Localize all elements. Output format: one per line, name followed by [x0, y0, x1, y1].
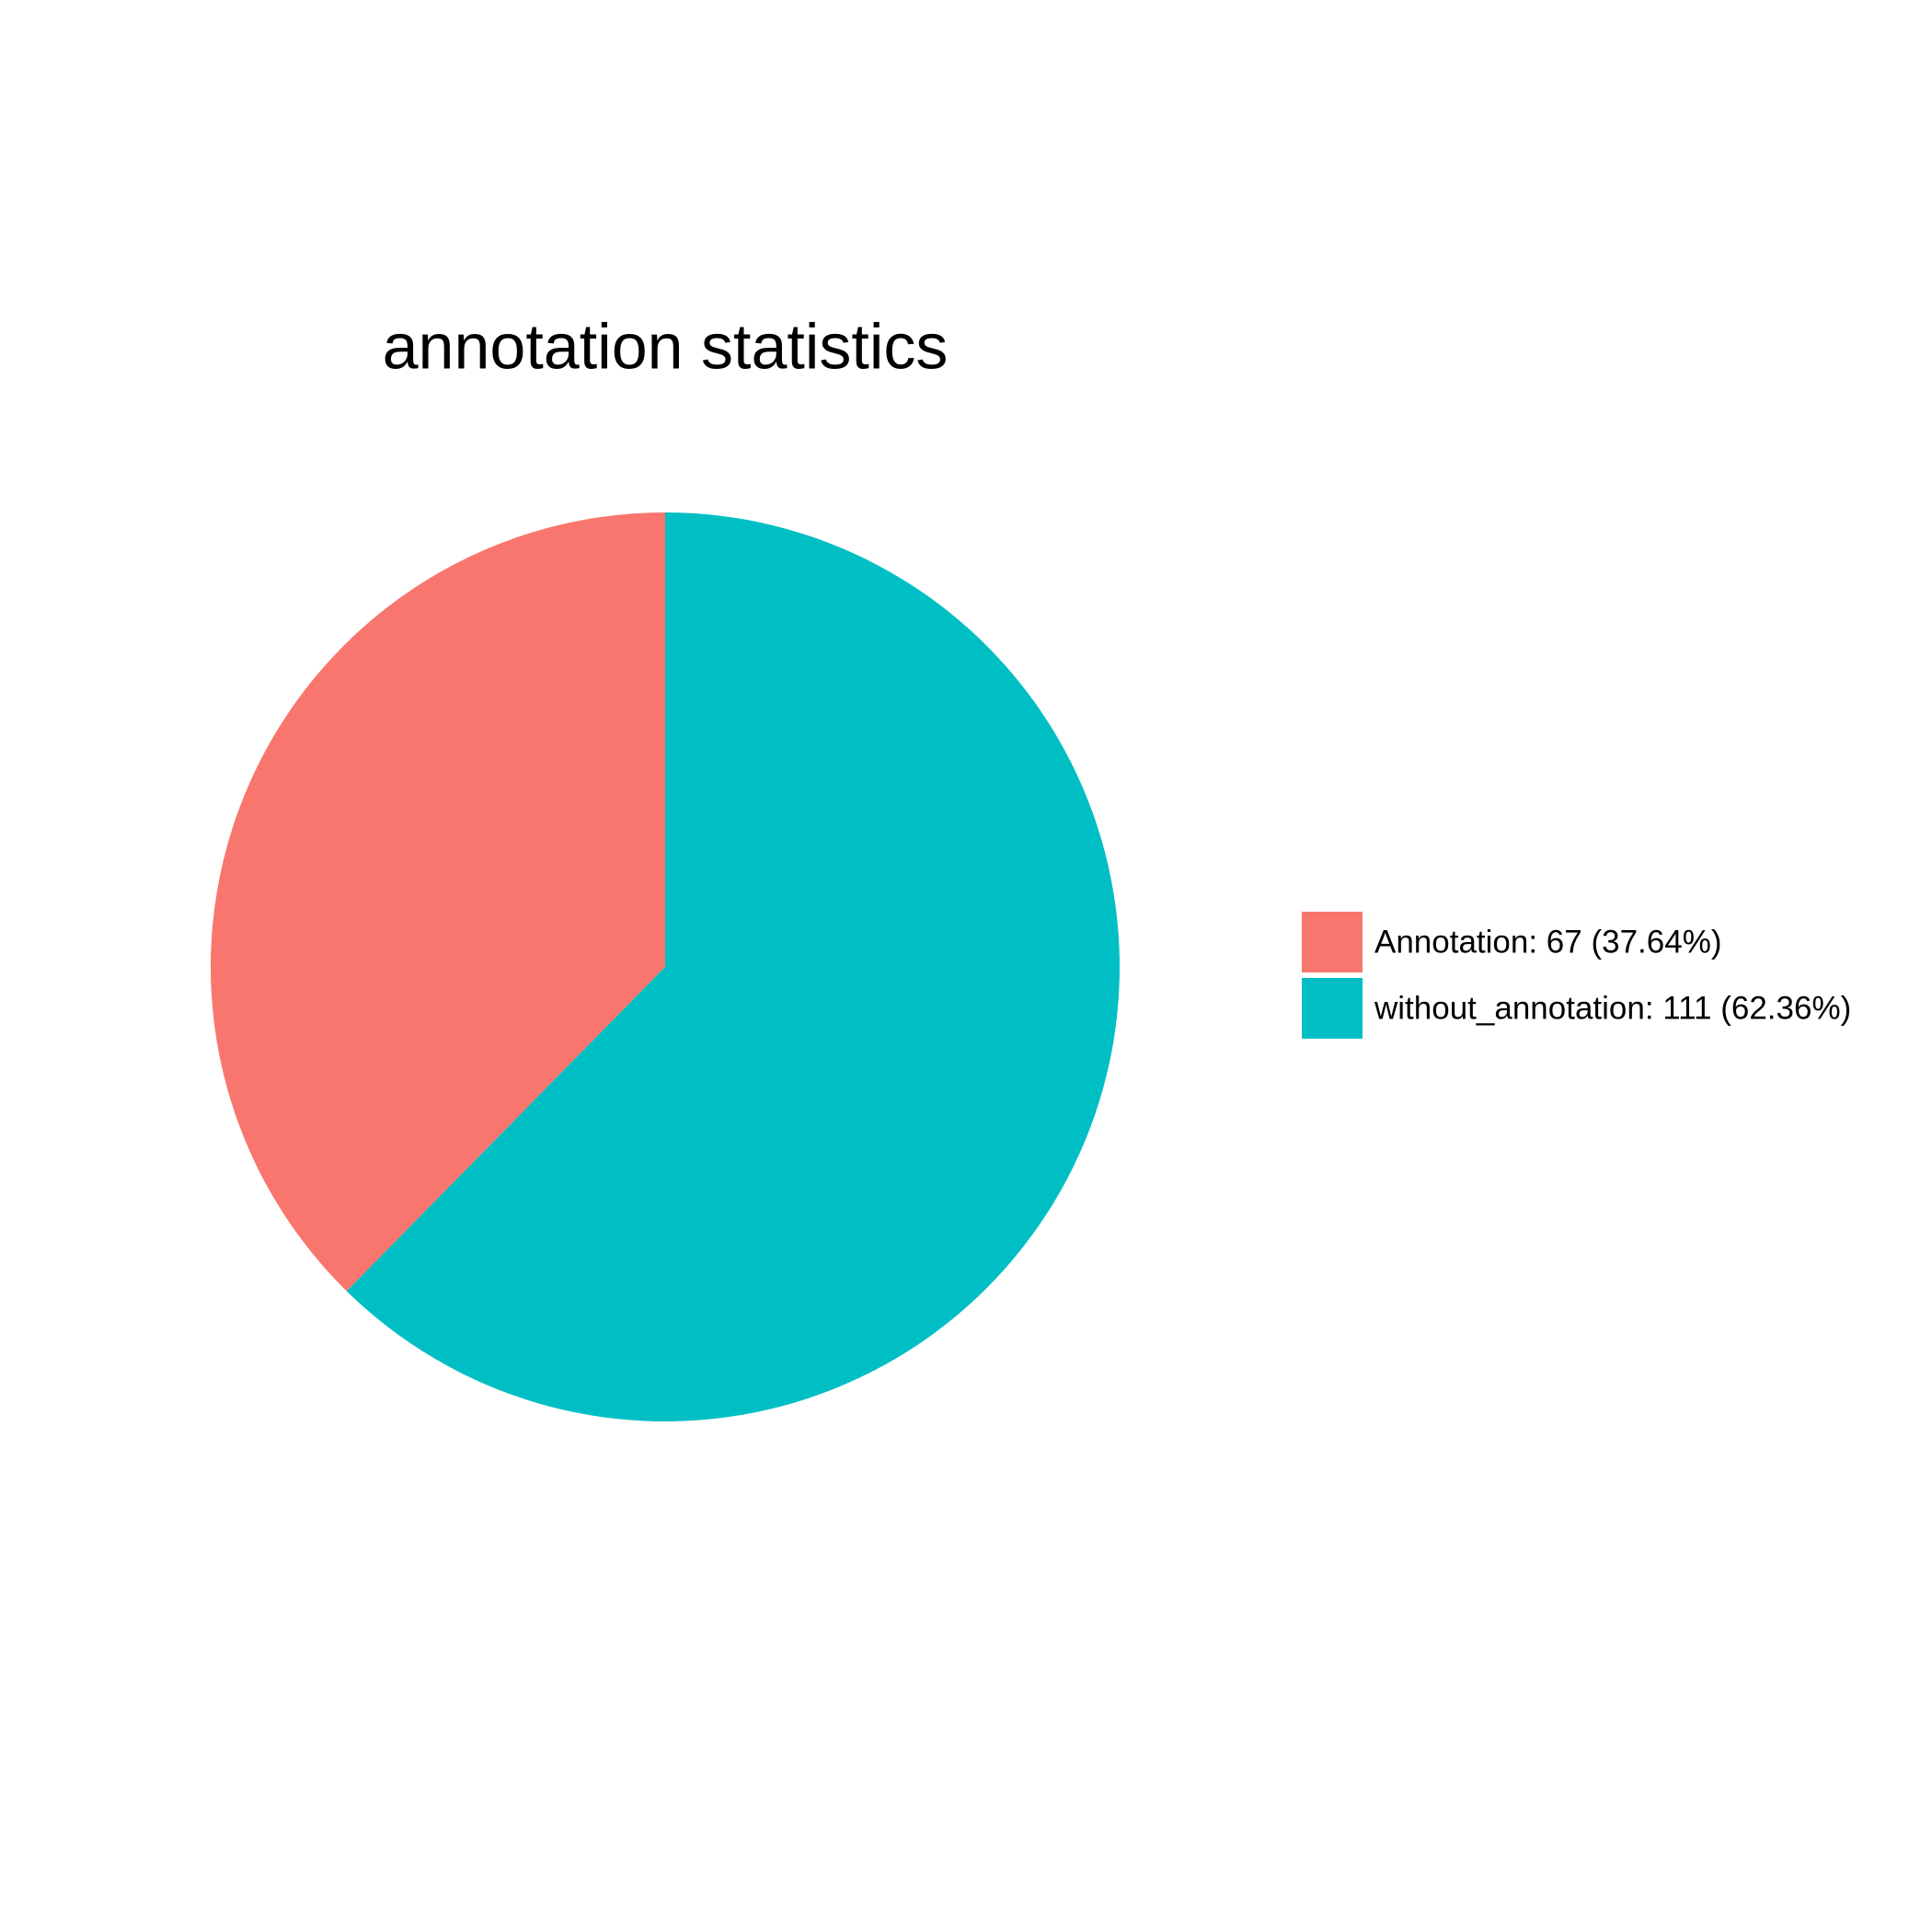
legend-label: without_annotation: 111 (62.36%)	[1374, 990, 1851, 1026]
legend-label: Annotation: 67 (37.64%)	[1374, 924, 1721, 960]
legend-key	[1302, 912, 1363, 972]
chart-title: annotation statistics	[383, 310, 949, 382]
pie-slice	[211, 512, 666, 1292]
legend-key	[1302, 978, 1363, 1039]
pie-slice	[346, 512, 1120, 1421]
